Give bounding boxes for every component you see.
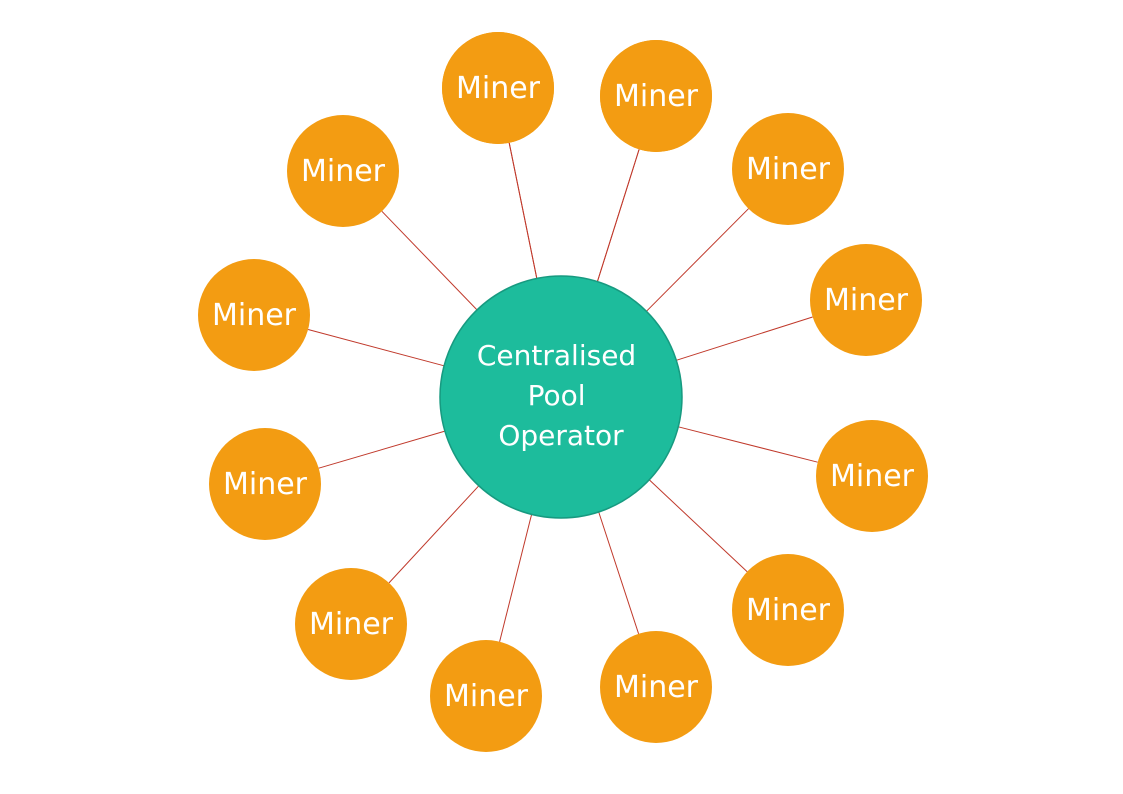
miner-node: Miner <box>209 428 321 540</box>
connector-line <box>307 329 445 367</box>
miner-circle <box>732 113 844 225</box>
connector-line <box>318 430 446 469</box>
miner-node: Miner <box>600 40 712 152</box>
miner-node: Miner <box>600 631 712 743</box>
pool-operator-label-line-1: Centralised <box>477 339 636 372</box>
miner-circle <box>198 259 310 371</box>
miner-circle <box>732 554 844 666</box>
miner-label: Miner <box>456 71 541 106</box>
miner-node: Miner <box>732 113 844 225</box>
connector-lines <box>307 142 818 642</box>
pool-operator-circle <box>439 275 683 519</box>
miner-nodes: Miner Miner Miner Miner Miner Miner Miner Miner… <box>198 32 928 752</box>
miner-node: Miner <box>816 420 928 532</box>
miner-label: Miner <box>309 607 394 642</box>
miner-label: Miner <box>614 79 699 114</box>
miner-circle <box>810 244 922 356</box>
miner-circle <box>600 631 712 743</box>
connector-line <box>596 149 640 282</box>
pool-operator-node: Centralised Pool Operator <box>439 275 683 519</box>
connector-line <box>598 511 640 634</box>
pool-operator-label-line-2: Pool <box>528 379 586 412</box>
miner-circle <box>430 640 542 752</box>
connector-line <box>499 514 533 642</box>
miner-label: Miner <box>444 679 529 714</box>
miner-circle <box>442 32 554 144</box>
miner-node: Miner <box>295 568 407 680</box>
miner-label: Miner <box>824 283 909 318</box>
pool-operator-label: Centralised Pool Operator <box>477 339 645 452</box>
miner-label: Miner <box>830 459 915 494</box>
miner-node: Miner <box>732 554 844 666</box>
pool-operator-label-line-3: Operator <box>498 419 624 452</box>
connector-line <box>646 208 749 312</box>
connector-line <box>648 479 748 573</box>
miner-node: Miner <box>198 259 310 371</box>
connector-line <box>381 210 478 311</box>
miner-label: Miner <box>301 154 386 189</box>
miner-circle <box>209 428 321 540</box>
miner-label: Miner <box>212 298 297 333</box>
connector-line <box>676 316 813 361</box>
miner-label: Miner <box>746 152 831 187</box>
miner-node: Miner <box>287 115 399 227</box>
connector-line <box>678 426 818 463</box>
connector-line <box>388 485 480 584</box>
miner-circle <box>295 568 407 680</box>
miner-circle <box>600 40 712 152</box>
miner-node: Miner <box>810 244 922 356</box>
miner-label: Miner <box>746 593 831 628</box>
connector-line <box>508 142 538 279</box>
miner-circle <box>287 115 399 227</box>
miner-node: Miner <box>442 32 554 144</box>
miner-circle <box>816 420 928 532</box>
miner-node: Miner <box>430 640 542 752</box>
miner-label: Miner <box>614 670 699 705</box>
miner-label: Miner <box>223 467 308 502</box>
